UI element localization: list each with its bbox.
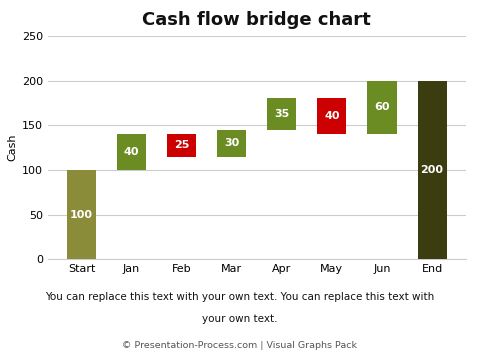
Title: Cash flow bridge chart: Cash flow bridge chart xyxy=(143,11,371,29)
Text: 60: 60 xyxy=(374,103,390,112)
Text: 35: 35 xyxy=(274,109,289,119)
Text: 40: 40 xyxy=(324,111,340,121)
Bar xyxy=(418,81,446,259)
Bar xyxy=(167,134,196,157)
Bar xyxy=(368,81,396,134)
Text: You can replace this text with your own text. You can replace this text with: You can replace this text with your own … xyxy=(46,292,434,302)
Text: your own text.: your own text. xyxy=(202,314,278,324)
Bar xyxy=(217,130,246,157)
Text: 40: 40 xyxy=(124,147,139,157)
Bar xyxy=(317,99,347,134)
Y-axis label: Cash: Cash xyxy=(8,134,18,161)
Bar xyxy=(67,170,96,259)
Text: © Presentation-Process.com | Visual Graphs Pack: © Presentation-Process.com | Visual Grap… xyxy=(122,341,358,350)
Text: 30: 30 xyxy=(224,138,240,148)
Text: 100: 100 xyxy=(70,210,93,220)
Bar xyxy=(117,134,146,170)
Text: 200: 200 xyxy=(420,165,444,175)
Text: 25: 25 xyxy=(174,140,190,150)
Bar xyxy=(267,99,296,130)
